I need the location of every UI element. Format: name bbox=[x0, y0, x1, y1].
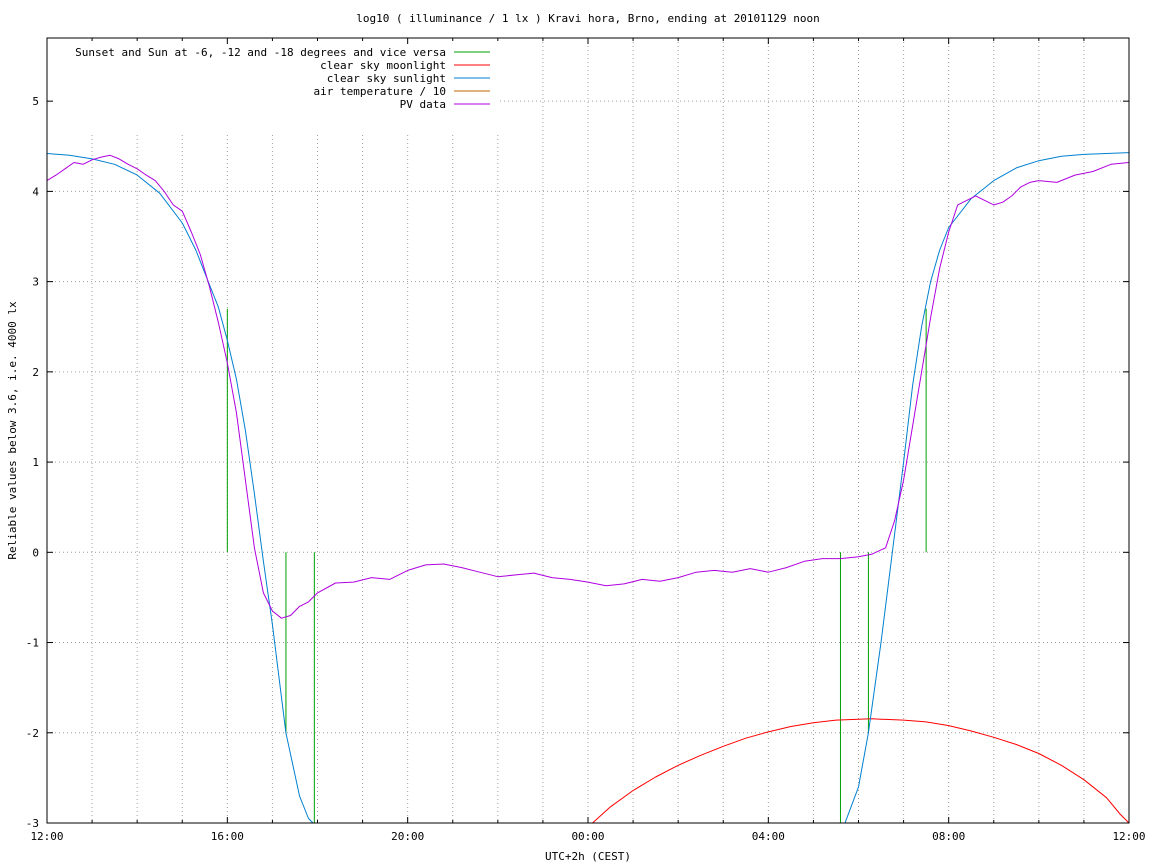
x-tick-label: 20:00 bbox=[391, 830, 424, 843]
legend-entry-label: PV data bbox=[400, 98, 446, 111]
grid-lines bbox=[47, 38, 1129, 823]
x-tick-label: 00:00 bbox=[571, 830, 604, 843]
chart-title: log10 ( illuminance / 1 lx ) Kravi hora,… bbox=[356, 12, 820, 25]
y-tick-label: 1 bbox=[32, 456, 39, 469]
series-layer bbox=[47, 152, 1129, 823]
x-tick-label: 04:00 bbox=[752, 830, 785, 843]
y-axis-label: Reliable values below 3.6, i.e. 4000 lx bbox=[6, 301, 19, 560]
y-tick-label: 0 bbox=[32, 546, 39, 559]
legend-entry-label: clear sky sunlight bbox=[327, 72, 446, 85]
y-tick-label: 4 bbox=[32, 185, 39, 198]
legend-entry-label: Sunset and Sun at -6, -12 and -18 degree… bbox=[75, 46, 446, 59]
x-tick-label: 12:00 bbox=[1112, 830, 1145, 843]
legend-entry-label: clear sky moonlight bbox=[320, 59, 446, 72]
clear-sky-sunlight-series-line bbox=[47, 152, 1129, 823]
x-tick-label: 12:00 bbox=[30, 830, 63, 843]
y-tick-label: 2 bbox=[32, 366, 39, 379]
x-axis-label: UTC+2h (CEST) bbox=[545, 850, 631, 863]
pv-data-series-line bbox=[47, 154, 1129, 619]
y-tick-label: -3 bbox=[26, 817, 39, 830]
y-tick-label: 3 bbox=[32, 276, 39, 289]
y-tick-label: 5 bbox=[32, 95, 39, 108]
axis-ticks: 12:00 16:00 20:00 00:00 04:00 08:00 12:00-3-2-… bbox=[26, 38, 1146, 843]
x-tick-label: 08:00 bbox=[932, 830, 965, 843]
y-tick-label: -2 bbox=[26, 727, 39, 740]
clear-sky-moonlight-series-line bbox=[592, 718, 1129, 823]
y-tick-label: -1 bbox=[26, 637, 39, 650]
x-tick-label: 16:00 bbox=[211, 830, 244, 843]
legend-entry-label: air temperature / 10 bbox=[314, 85, 446, 98]
legend: Sunset and Sun at -6, -12 and -18 degree… bbox=[75, 46, 490, 111]
